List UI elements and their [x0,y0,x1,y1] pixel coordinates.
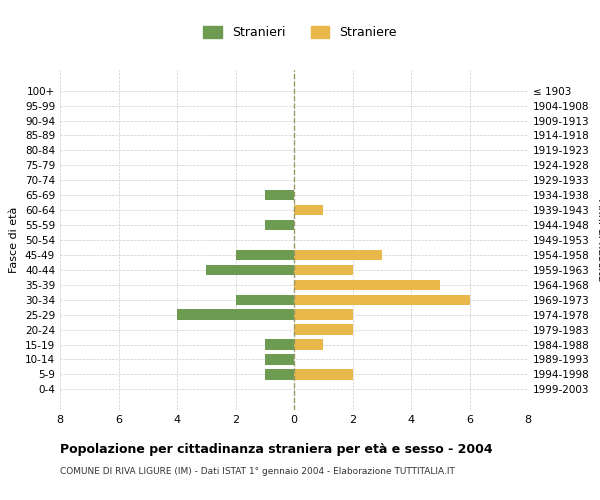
Y-axis label: Anni di nascita: Anni di nascita [596,198,600,281]
Bar [294,294,470,305]
Text: COMUNE DI RIVA LIGURE (IM) - Dati ISTAT 1° gennaio 2004 - Elaborazione TUTTITALI: COMUNE DI RIVA LIGURE (IM) - Dati ISTAT … [60,468,455,476]
Text: Popolazione per cittadinanza straniera per età e sesso - 2004: Popolazione per cittadinanza straniera p… [60,442,493,456]
Y-axis label: Fasce di età: Fasce di età [10,207,19,273]
Bar [294,280,440,290]
Bar [265,190,294,200]
Bar [265,340,294,349]
Bar [294,324,353,335]
Bar [294,369,353,380]
Bar [265,354,294,364]
Legend: Stranieri, Straniere: Stranieri, Straniere [198,21,402,44]
Bar [294,340,323,349]
Bar [294,205,323,216]
Bar [265,220,294,230]
Bar [206,264,294,275]
Bar [294,264,353,275]
Bar [265,369,294,380]
Bar [294,250,382,260]
Bar [235,294,294,305]
Bar [294,310,353,320]
Bar [235,250,294,260]
Bar [177,310,294,320]
